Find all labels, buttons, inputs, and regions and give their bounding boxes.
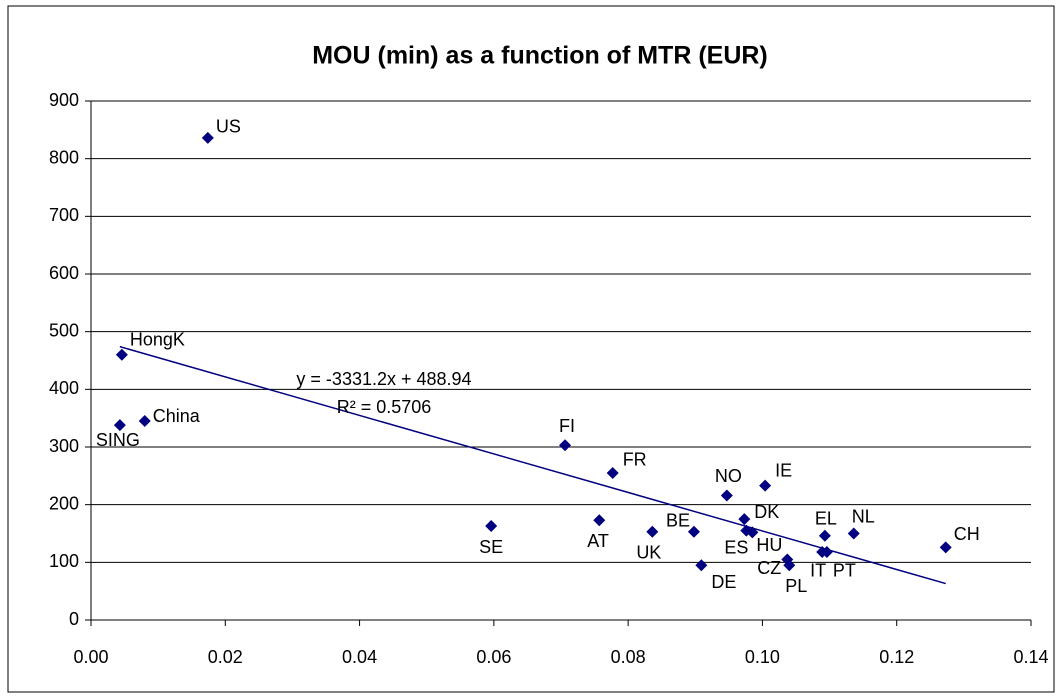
trendline-r-squared: R² = 0.5706	[337, 397, 432, 417]
point-label: DK	[754, 502, 779, 522]
y-tick-label: 100	[49, 551, 79, 571]
point	[820, 545, 833, 558]
x-tick-label: 0.02	[208, 647, 243, 667]
point-label: US	[216, 117, 241, 137]
trendline	[119, 345, 946, 585]
y-tick-label: 800	[49, 147, 79, 167]
x-tick-label: 0.12	[879, 647, 914, 667]
point	[783, 559, 796, 572]
point	[115, 348, 128, 361]
point-label: IE	[775, 460, 792, 480]
point-label: FR	[623, 450, 647, 470]
point-label: UK	[636, 543, 661, 563]
x-tick-label: 0.10	[745, 647, 780, 667]
y-tick-label: 900	[49, 90, 79, 110]
x-tick-label: 0.04	[342, 647, 377, 667]
point-label: CZ	[757, 558, 781, 578]
point-label: HU	[756, 535, 782, 555]
point-label: NL	[852, 506, 875, 526]
point	[738, 513, 751, 526]
point-label: NO	[715, 466, 742, 486]
point	[485, 520, 498, 533]
point	[818, 529, 831, 542]
point-label: SING	[96, 430, 140, 450]
point	[138, 415, 151, 428]
point	[720, 489, 733, 502]
point-label: BE	[666, 511, 690, 531]
point	[847, 527, 860, 540]
x-tick-label: 0.06	[476, 647, 511, 667]
point-label: FI	[559, 416, 575, 436]
point	[759, 479, 772, 492]
x-tick-label: 0.14	[1013, 647, 1048, 667]
point-label: IT	[810, 561, 826, 581]
y-tick-label: 700	[49, 205, 79, 225]
chart-title: MOU (min) as a function of MTR (EUR)	[312, 42, 768, 70]
point-label: ES	[724, 537, 748, 557]
y-tick-label: 500	[49, 320, 79, 340]
point-label: CH	[954, 524, 980, 544]
x-tick-label: 0.08	[611, 647, 646, 667]
y-tick-label: 300	[49, 436, 79, 456]
y-tick-label: 200	[49, 493, 79, 513]
point	[746, 526, 759, 539]
point-label: PT	[833, 561, 856, 581]
point	[687, 525, 700, 538]
chart-border	[7, 5, 1055, 693]
point-label: EL	[815, 509, 837, 529]
point	[646, 525, 659, 538]
point	[113, 419, 126, 432]
point-label: AT	[587, 531, 609, 551]
point	[201, 131, 214, 144]
point	[593, 514, 606, 527]
x-tick-label: 0.00	[73, 647, 108, 667]
y-tick-label: 600	[49, 263, 79, 283]
point	[606, 466, 619, 479]
point	[939, 541, 952, 554]
trendline-equation: y = -3331.2x + 488.94	[296, 369, 471, 389]
point-label: SE	[479, 537, 503, 557]
point-label: PL	[785, 576, 807, 596]
point	[559, 439, 572, 452]
y-tick-label: 0	[69, 609, 79, 629]
y-tick-label: 400	[49, 378, 79, 398]
point-label: China	[153, 406, 201, 426]
point	[695, 559, 708, 572]
point-label: HongK	[130, 329, 185, 349]
point-label: DE	[711, 572, 736, 592]
